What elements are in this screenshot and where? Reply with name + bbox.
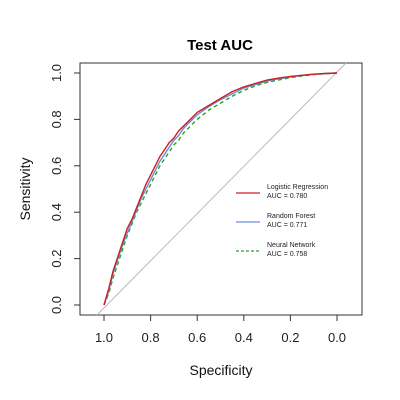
data-point-logistic-regression bbox=[169, 142, 170, 143]
y-axis-title: Sensitivity bbox=[17, 157, 33, 220]
data-point-logistic-regression bbox=[232, 91, 233, 92]
data-point-neural-network bbox=[141, 202, 142, 203]
data-point-random-forest bbox=[183, 128, 184, 129]
data-point-logistic-regression bbox=[208, 105, 209, 106]
data-point-logistic-regression bbox=[267, 79, 268, 80]
data-point-random-forest bbox=[192, 119, 193, 120]
legend: Logistic Regression AUC = 0.780 Random For… bbox=[236, 184, 328, 258]
data-point-logistic-regression bbox=[155, 165, 156, 166]
data-point-random-forest bbox=[197, 114, 198, 115]
data-point-neural-network bbox=[173, 144, 174, 145]
data-point-neural-network bbox=[169, 151, 170, 152]
legend-auc-random-forest: AUC = 0.771 bbox=[267, 222, 307, 229]
y-tick-label: 0.4 bbox=[49, 203, 64, 221]
data-point-neural-network bbox=[178, 140, 179, 141]
data-point-random-forest bbox=[159, 161, 160, 162]
data-point-logistic-regression bbox=[159, 156, 160, 157]
data-point-neural-network bbox=[155, 175, 156, 176]
y-tick-label: 0.8 bbox=[49, 110, 64, 128]
data-point-logistic-regression bbox=[255, 83, 256, 84]
x-tick-label: 0.8 bbox=[142, 330, 160, 345]
data-point-random-forest bbox=[187, 123, 188, 124]
data-point-random-forest bbox=[232, 93, 233, 94]
chart-title: Test AUC bbox=[187, 37, 253, 54]
legend-auc-neural-network: AUC = 0.758 bbox=[267, 251, 307, 258]
data-point-neural-network bbox=[187, 128, 188, 129]
data-point-random-forest bbox=[169, 147, 170, 148]
data-point-logistic-regression bbox=[336, 72, 337, 73]
series-line-random-forest bbox=[103, 72, 338, 306]
y-tick-label: 0.0 bbox=[49, 296, 64, 314]
x-tick-label: 0.0 bbox=[328, 330, 346, 345]
legend-label-neural-network: Neural Network bbox=[267, 242, 316, 249]
y-axis: 0.0 0.2 0.4 0.6 0.8 1.0 bbox=[49, 64, 80, 314]
data-point-logistic-regression bbox=[197, 112, 198, 113]
data-point-neural-network bbox=[192, 123, 193, 124]
data-point-logistic-regression bbox=[278, 78, 279, 79]
data-point-logistic-regression bbox=[117, 256, 118, 257]
legend-auc-logistic-regression: AUC = 0.780 bbox=[267, 193, 307, 200]
data-point-logistic-regression bbox=[313, 74, 314, 75]
reference-diagonal-line bbox=[96, 62, 347, 316]
data-point-neural-network bbox=[164, 158, 165, 159]
data-point-neural-network bbox=[122, 249, 123, 250]
data-point-logistic-regression bbox=[290, 76, 291, 77]
data-point-neural-network bbox=[220, 103, 221, 104]
data-point-logistic-regression bbox=[150, 175, 151, 176]
data-point-neural-network bbox=[159, 165, 160, 166]
data-point-logistic-regression bbox=[141, 195, 142, 196]
series-layer bbox=[103, 72, 338, 306]
data-point-logistic-regression bbox=[127, 228, 128, 229]
data-point-logistic-regression bbox=[325, 73, 326, 74]
data-point-logistic-regression bbox=[187, 121, 188, 122]
data-point-neural-network bbox=[232, 96, 233, 97]
data-point-neural-network bbox=[208, 110, 209, 111]
data-point-logistic-regression bbox=[301, 75, 302, 76]
data-point-neural-network bbox=[117, 263, 118, 264]
data-point-logistic-regression bbox=[145, 184, 146, 185]
data-point-logistic-regression bbox=[164, 149, 165, 150]
data-point-logistic-regression bbox=[192, 117, 193, 118]
y-tick-label: 0.6 bbox=[49, 157, 64, 175]
data-point-logistic-regression bbox=[108, 288, 109, 289]
data-point-logistic-regression bbox=[131, 219, 132, 220]
data-point-random-forest bbox=[164, 154, 165, 155]
legend-label-random-forest: Random Forest bbox=[267, 213, 315, 220]
data-point-logistic-regression bbox=[173, 137, 174, 138]
series-line-neural-network bbox=[103, 72, 338, 306]
data-point-random-forest bbox=[150, 179, 151, 180]
reference-layer bbox=[96, 62, 347, 316]
x-axis: 1.0 0.8 0.6 0.4 0.2 0.0 bbox=[95, 315, 346, 345]
data-point-logistic-regression bbox=[220, 98, 221, 99]
x-tick-label: 1.0 bbox=[95, 330, 113, 345]
data-point-logistic-regression bbox=[103, 304, 104, 305]
data-point-random-forest bbox=[127, 233, 128, 234]
data-point-logistic-regression bbox=[122, 242, 123, 243]
x-tick-label: 0.4 bbox=[235, 330, 253, 345]
data-point-random-forest bbox=[145, 188, 146, 189]
data-point-neural-network bbox=[197, 119, 198, 120]
y-tick-label: 1.0 bbox=[49, 64, 64, 82]
data-point-neural-network bbox=[145, 193, 146, 194]
data-point-logistic-regression bbox=[113, 270, 114, 271]
x-tick-label: 0.6 bbox=[188, 330, 206, 345]
data-point-random-forest bbox=[173, 140, 174, 141]
x-tick-label: 0.2 bbox=[281, 330, 299, 345]
data-point-neural-network bbox=[183, 133, 184, 134]
data-point-logistic-regression bbox=[183, 126, 184, 127]
data-point-logistic-regression bbox=[243, 86, 244, 87]
series-line-logistic-regression bbox=[103, 72, 338, 306]
data-point-logistic-regression bbox=[136, 207, 137, 208]
data-point-logistic-regression bbox=[178, 130, 179, 131]
data-point-neural-network bbox=[243, 90, 244, 91]
y-tick-label: 0.2 bbox=[49, 250, 64, 268]
legend-label-logistic-regression: Logistic Regression bbox=[267, 184, 328, 191]
plot-frame bbox=[79, 62, 363, 316]
data-point-random-forest bbox=[178, 135, 179, 136]
x-axis-title: Specificity bbox=[189, 362, 252, 378]
data-point-random-forest bbox=[155, 170, 156, 171]
data-point-neural-network bbox=[150, 184, 151, 185]
